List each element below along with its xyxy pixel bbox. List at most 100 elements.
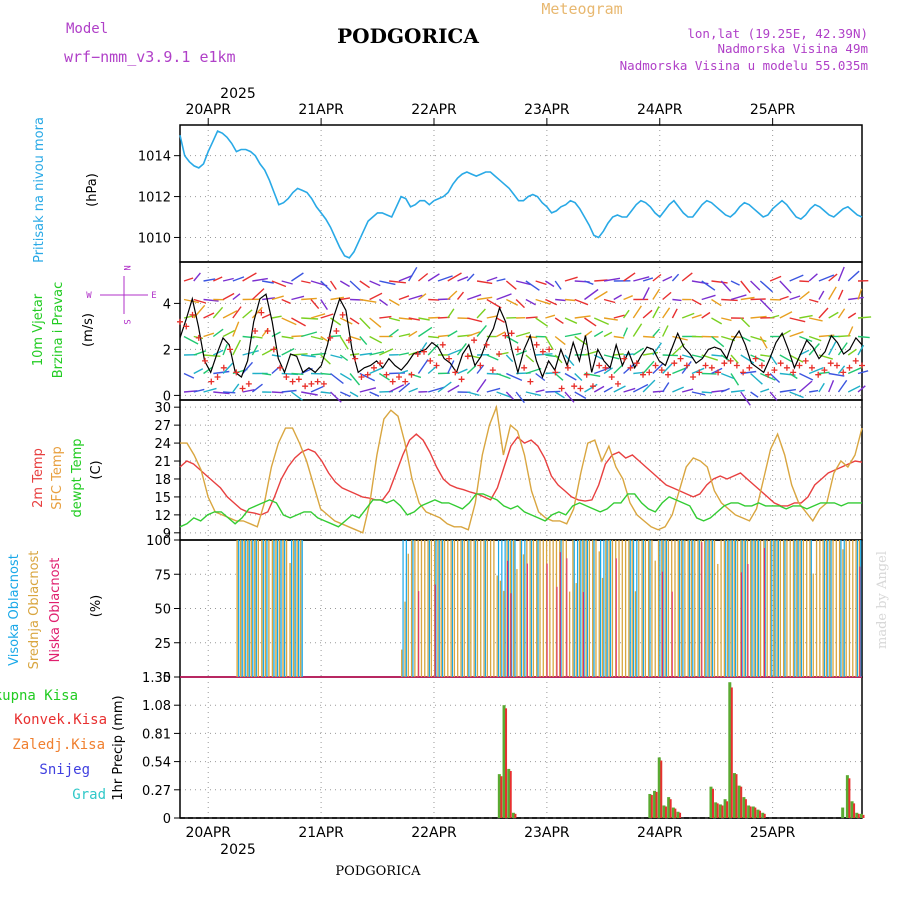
- wind-arrow: [369, 280, 381, 287]
- cloud-bar: [797, 540, 799, 677]
- wind-arrow: [760, 388, 770, 393]
- wind-gust-marker: [746, 364, 753, 371]
- wind-arrow: [721, 317, 732, 322]
- wind-arrow: [701, 311, 711, 319]
- wind-arrow: [447, 384, 460, 393]
- cloud-bar: [248, 540, 250, 677]
- cloud-ylabel-2: Srednja Oblacnost: [27, 551, 42, 670]
- wind-arrow: [652, 273, 662, 282]
- cloud-bar: [730, 540, 732, 677]
- cloud-bar: [434, 584, 436, 677]
- wind-arrow: [437, 334, 450, 338]
- x-tick-label-bottom: 20APR: [185, 825, 231, 841]
- wind-arrow: [603, 386, 613, 393]
- wind-gust-marker: [708, 364, 715, 371]
- precip-convective-bar: [664, 806, 667, 818]
- wind-arrow: [476, 378, 487, 393]
- wind-arrow: [506, 335, 519, 344]
- wind-arrow: [447, 348, 462, 356]
- precip-total-bar: [667, 797, 671, 818]
- wind-arrow: [183, 277, 194, 282]
- wind-arrow: [515, 331, 531, 338]
- wind-arrow: [554, 317, 564, 324]
- cloud-bar: [271, 540, 274, 677]
- wind-gust-marker: [527, 378, 534, 385]
- wind-arrow: [388, 317, 400, 322]
- cloud-bar: [504, 540, 506, 677]
- panel-frame: [179, 124, 863, 263]
- wind-arrow: [349, 335, 362, 341]
- cloud-bar: [511, 540, 513, 677]
- wind-arrow: [740, 280, 751, 294]
- wind-arrow: [281, 347, 295, 356]
- wind-arrow: [525, 335, 538, 339]
- cloud-bar: [694, 540, 696, 677]
- wind-arrow: [301, 331, 318, 338]
- cloud-bar: [733, 540, 735, 677]
- cloud-bar: [588, 540, 591, 677]
- cloud-bar: [552, 540, 554, 677]
- wind-arrow: [408, 330, 418, 338]
- y-tick-label: 0.27: [142, 784, 171, 799]
- wind-arrow: [456, 291, 465, 300]
- precip-total-bar: [850, 801, 854, 818]
- wind-arrow: [789, 317, 806, 323]
- wind-ylabel-3: (m/s): [81, 313, 96, 347]
- wind-arrow: [740, 296, 755, 301]
- cloud-bar: [697, 540, 699, 677]
- wind-arrow: [369, 391, 380, 397]
- cloud-bar: [812, 573, 814, 677]
- wind-arrow: [730, 280, 740, 286]
- wind-arrow: [652, 306, 660, 319]
- cloud-bar: [657, 540, 660, 677]
- wind-arrow: [203, 298, 219, 302]
- wind-arrow: [467, 294, 482, 301]
- wind-arrow: [750, 335, 767, 342]
- cloud-bar: [671, 591, 673, 677]
- cloud-bar: [848, 540, 851, 677]
- wind-arrow: [554, 372, 564, 381]
- cloud-bar: [537, 540, 539, 677]
- wind-gust-marker: [464, 353, 471, 360]
- wind-arrow: [662, 275, 673, 282]
- wind-arrow: [232, 383, 240, 393]
- precip-total-bar: [723, 799, 727, 818]
- cloud-bar: [858, 540, 861, 677]
- wind-arrow: [222, 343, 228, 356]
- precip-convective-bar: [509, 771, 512, 818]
- wind-gust-marker: [752, 355, 759, 362]
- wind-arrow: [496, 331, 506, 338]
- temp-2m-line: [179, 433, 863, 516]
- wind-arrow: [251, 288, 265, 301]
- wind-arrow: [457, 276, 469, 282]
- wind-arrow: [447, 308, 455, 319]
- wind-arrow: [388, 328, 399, 338]
- wind-arrow: [349, 280, 361, 292]
- wind-arrow: [486, 315, 498, 319]
- wind-arrow: [301, 317, 319, 320]
- wind-arrow: [213, 276, 223, 282]
- cloud-bar: [720, 540, 722, 677]
- precip-total-bar: [671, 807, 675, 818]
- cloud-bar: [747, 564, 749, 677]
- wind-gust-marker: [252, 328, 259, 334]
- wind-arrow: [633, 276, 650, 282]
- wind-gust-marker: [308, 380, 315, 387]
- wind-arrow: [837, 365, 846, 374]
- wind-arrow: [378, 298, 389, 306]
- wind-arrow: [486, 354, 499, 361]
- wind-arrow: [467, 354, 481, 359]
- wind-gust-marker: [339, 311, 346, 318]
- precip-total-bar: [507, 768, 511, 818]
- precip-total-bar: [845, 775, 849, 818]
- wind-gust-marker: [765, 371, 772, 378]
- wind-arrow: [554, 280, 562, 290]
- wind-arrow: [456, 342, 467, 356]
- wind-arrow: [584, 280, 594, 285]
- wind-arrow: [486, 276, 498, 282]
- wind-gust-marker: [202, 357, 209, 364]
- wind-arrow: [633, 371, 644, 375]
- wind-arrow: [418, 317, 430, 321]
- y-tick-label: 1010: [138, 231, 171, 246]
- cloud-bar: [299, 540, 302, 677]
